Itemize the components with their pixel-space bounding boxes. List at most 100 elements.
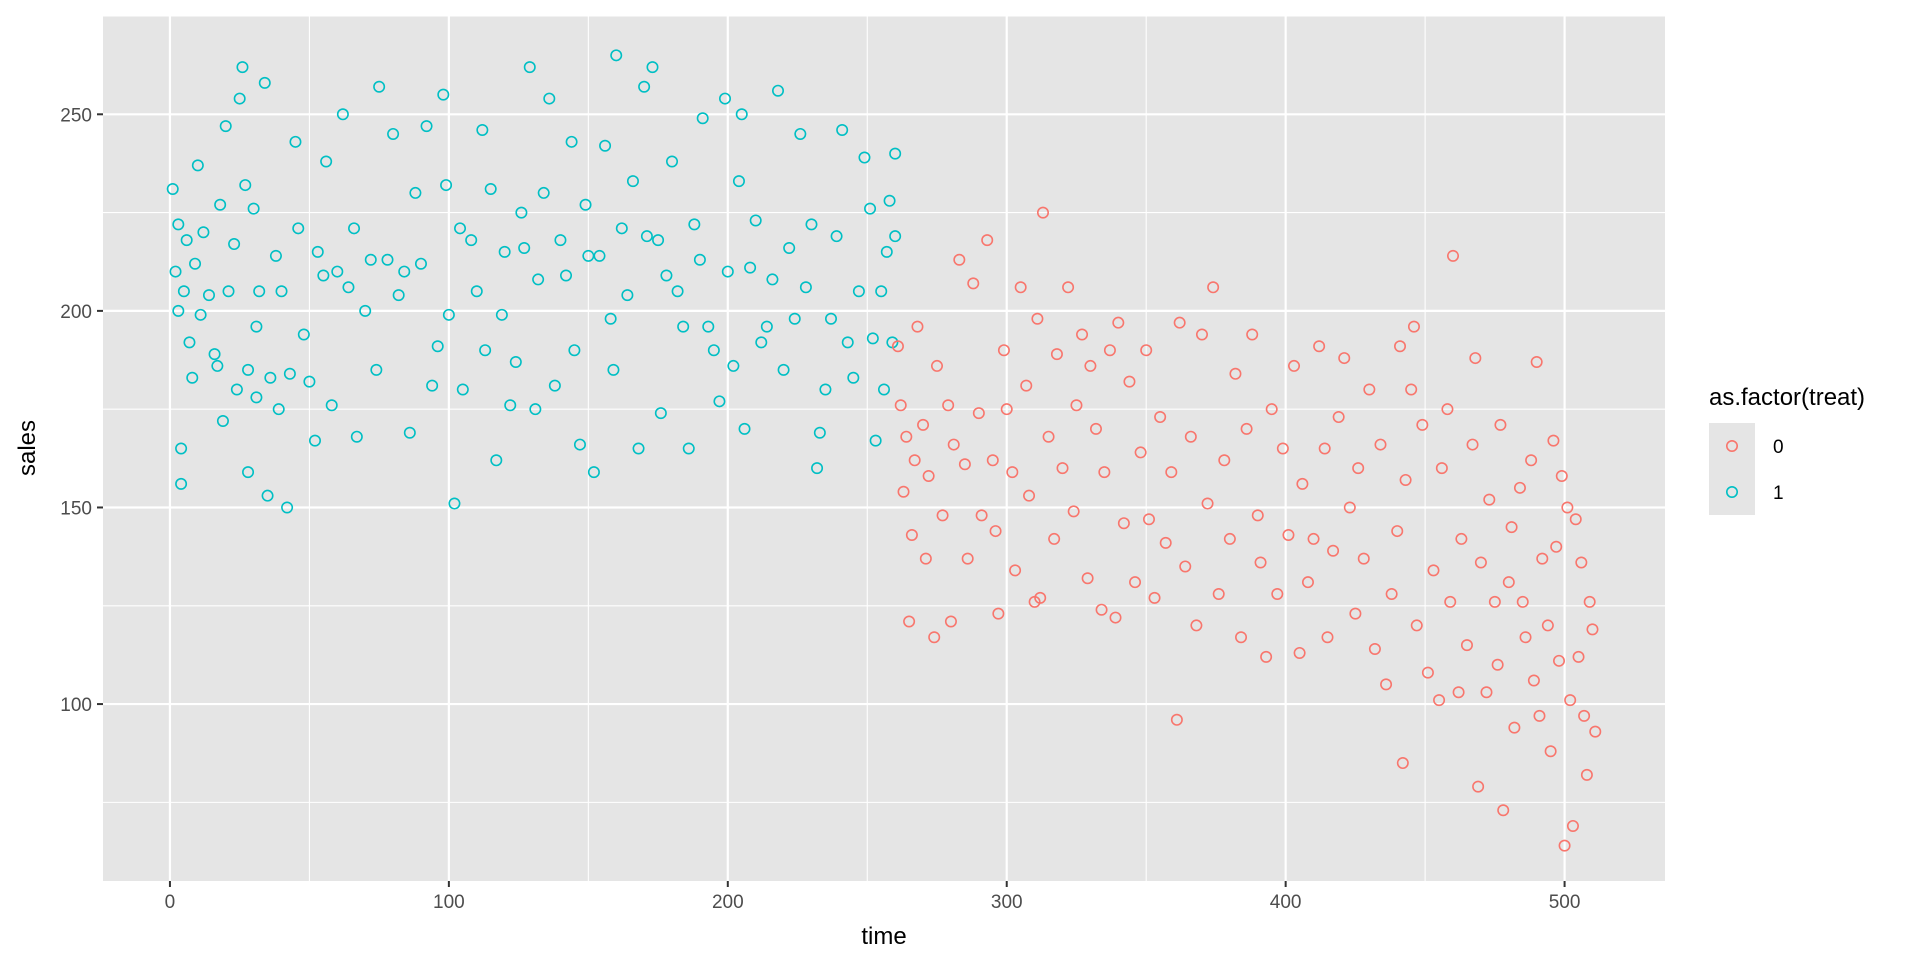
data-point [989,525,1002,538]
data-point [953,253,966,266]
data-point [1293,646,1306,659]
data-point [1541,619,1554,632]
data-point [509,355,522,368]
data-point [560,269,573,282]
data-point [258,76,271,89]
data-point [272,403,285,416]
data-point [825,312,838,325]
data-point [905,528,918,541]
data-point [1313,340,1326,353]
data-point [1547,434,1560,447]
data-point [373,80,386,93]
data-point [1235,631,1248,644]
series-1 [166,49,902,514]
data-point [216,414,229,427]
data-point [1407,320,1420,333]
data-point [1246,328,1259,341]
data-point [250,391,263,404]
data-point [1491,658,1504,671]
data-point [1201,497,1214,510]
data-point [607,363,620,376]
data-point [1067,505,1080,518]
data-point [1142,513,1155,526]
data-point [370,363,383,376]
x-tick-label: 100 [433,892,465,913]
data-point [1148,591,1161,604]
data-point [883,194,896,207]
data-point [587,466,600,479]
data-point [448,497,461,510]
data-point [1318,442,1331,455]
data-point [1240,422,1253,435]
data-point [1427,564,1440,577]
data-point [1000,403,1013,416]
data-point [836,124,849,137]
data-point [961,552,974,565]
data-point [331,265,344,278]
data-point [275,285,288,298]
data-point [942,399,955,412]
data-point [484,183,497,196]
data-point [1170,713,1183,726]
data-point [1218,454,1231,467]
y-tick-label: 250 [60,105,92,126]
data-point [1435,462,1448,475]
data-point [1338,352,1351,365]
data-point [772,84,785,97]
data-point [426,379,439,392]
x-tick-label: 200 [712,892,744,913]
data-point [919,552,932,565]
data-point [1505,521,1518,534]
y-tick-label: 100 [60,695,92,716]
data-point [997,344,1010,357]
data-point [194,308,207,321]
panel-background [103,16,1665,881]
data-point [239,179,252,192]
data-point [1271,587,1284,600]
data-point [1089,422,1102,435]
data-point [732,175,745,188]
data-point [805,218,818,231]
data-point [1357,552,1370,565]
data-point [1561,501,1574,514]
data-point [1550,540,1563,553]
data-point [688,218,701,231]
data-point [719,92,732,105]
data-point [543,92,556,105]
data-point [744,261,757,274]
data-point [289,135,302,148]
data-point [398,265,411,278]
data-point [1070,399,1083,412]
data-point [1212,587,1225,600]
legend-key [1709,469,1755,515]
data-point [1474,556,1487,569]
data-point [593,249,606,262]
data-point [760,320,773,333]
data-point [858,151,871,164]
data-point [1527,674,1540,687]
data-point [1564,694,1577,707]
data-point [479,344,492,357]
data-point [1098,466,1111,479]
data-point [431,340,444,353]
data-point [1516,595,1529,608]
data-point [677,320,690,333]
data-point [847,371,860,384]
data-point [281,501,294,514]
data-point [735,108,748,121]
data-point [261,489,274,502]
data-point [975,509,988,522]
data-point [1502,576,1515,589]
data-point [440,179,453,192]
data-point [727,359,740,372]
data-point [1421,666,1434,679]
data-point [1460,639,1473,652]
data-point [504,399,517,412]
data-point [222,285,235,298]
data-point [599,139,612,152]
data-point [799,281,812,294]
data-point [783,241,796,254]
data-point [891,340,904,353]
data-point [498,245,511,258]
